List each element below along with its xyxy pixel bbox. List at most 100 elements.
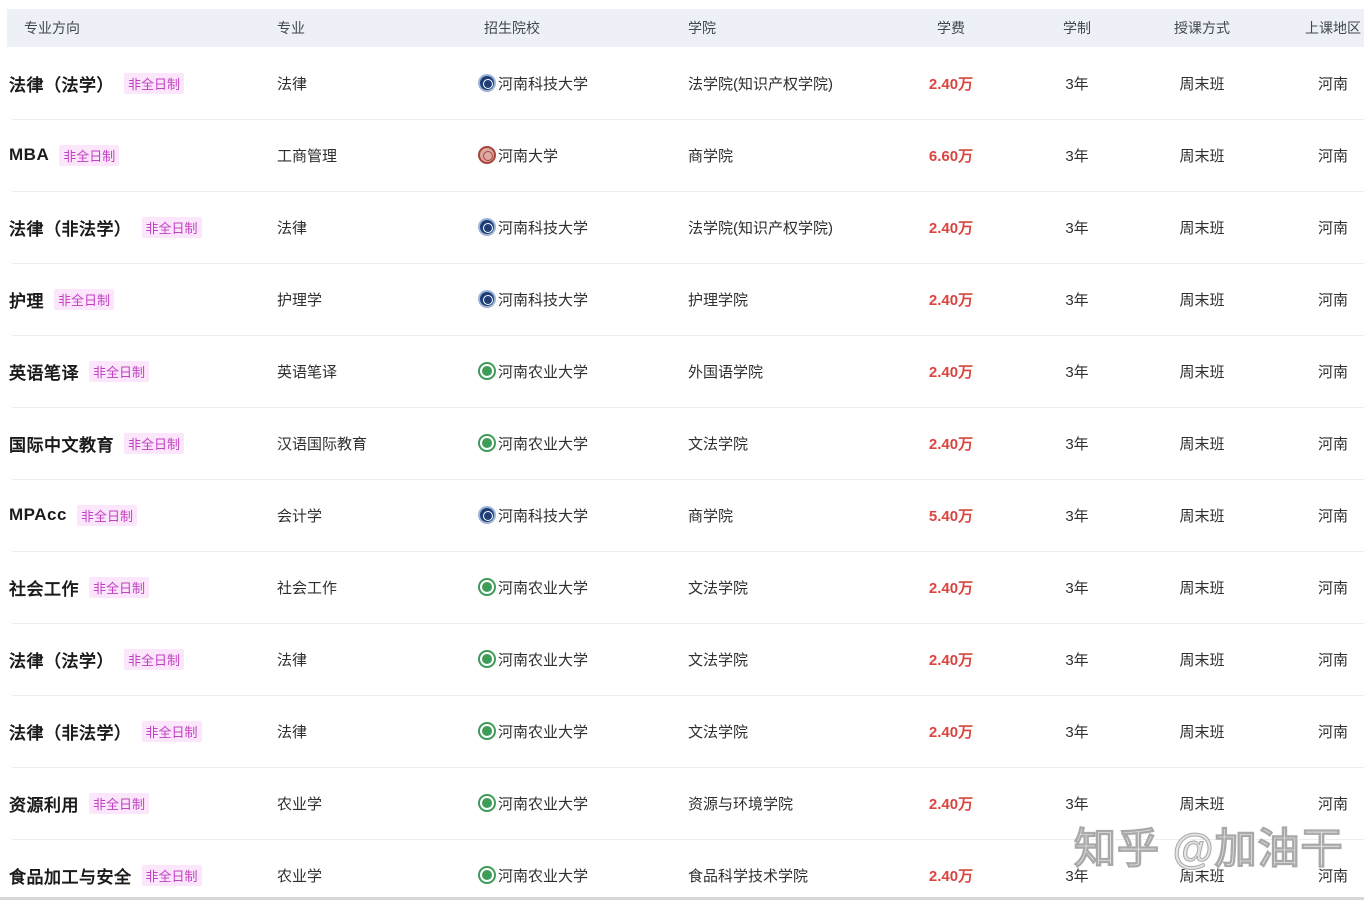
program-direction[interactable]: 社会工作 <box>9 579 79 599</box>
college-cell: 护理学院 <box>688 291 749 309</box>
university-logo-icon <box>478 434 496 452</box>
college-cell: 法学院(知识产权学院) <box>688 75 833 93</box>
college-cell: 外国语学院 <box>688 363 764 381</box>
major-cell: 汉语国际教育 <box>277 435 368 453</box>
column-header-mode: 授课方式 <box>1174 20 1230 36</box>
table-row[interactable]: 英语笔译 非全日制 英语笔译 河南农业大学 外国语学院 2.40万 3年 周末班… <box>0 335 1364 407</box>
school-cell[interactable]: 河南农业大学 <box>478 433 688 454</box>
school-name[interactable]: 河南农业大学 <box>498 363 589 381</box>
region-cell: 河南 <box>1317 435 1348 453</box>
program-direction[interactable]: 法律（法学） <box>9 75 114 95</box>
school-name[interactable]: 河南农业大学 <box>498 579 589 597</box>
major-cell: 工商管理 <box>277 147 338 165</box>
program-direction[interactable]: 国际中文教育 <box>9 435 114 455</box>
direction-cell: MPAcc 非全日制 <box>0 504 277 526</box>
school-name[interactable]: 河南农业大学 <box>498 867 589 885</box>
major-cell: 法律 <box>277 723 308 741</box>
direction-cell: 国际中文教育 非全日制 <box>0 431 277 456</box>
school-name[interactable]: 河南大学 <box>498 147 559 165</box>
table-row[interactable]: MBA 非全日制 工商管理 河南大学 商学院 6.60万 3年 周末班 河南 <box>0 119 1364 191</box>
school-name[interactable]: 河南科技大学 <box>498 507 589 525</box>
teaching-mode-cell: 周末班 <box>1179 219 1225 237</box>
study-mode-badge: 非全日制 <box>59 144 120 166</box>
program-direction[interactable]: 英语笔译 <box>9 363 79 383</box>
university-logo-icon <box>478 722 496 740</box>
table-row[interactable]: 资源利用 非全日制 农业学 河南农业大学 资源与环境学院 2.40万 3年 周末… <box>0 767 1364 839</box>
school-cell[interactable]: 河南农业大学 <box>478 865 688 886</box>
region-cell: 河南 <box>1317 219 1348 237</box>
school-name[interactable]: 河南科技大学 <box>498 291 589 309</box>
duration-cell: 3年 <box>1065 867 1089 885</box>
program-direction[interactable]: MBA <box>9 145 50 164</box>
column-header-region: 上课地区 <box>1305 20 1361 36</box>
table-row[interactable]: 法律（法学） 非全日制 法律 河南农业大学 文法学院 2.40万 3年 周末班 … <box>0 623 1364 695</box>
college-cell: 法学院(知识产权学院) <box>688 219 833 237</box>
school-cell[interactable]: 河南农业大学 <box>478 793 688 814</box>
duration-cell: 3年 <box>1065 147 1089 165</box>
direction-cell: 资源利用 非全日制 <box>0 791 277 816</box>
table-row[interactable]: 护理 非全日制 护理学 河南科技大学 护理学院 2.40万 3年 周末班 河南 <box>0 263 1364 335</box>
duration-cell: 3年 <box>1065 507 1089 525</box>
school-cell[interactable]: 河南大学 <box>478 145 688 166</box>
school-name[interactable]: 河南科技大学 <box>498 75 589 93</box>
study-mode-badge: 非全日制 <box>124 648 185 670</box>
duration-cell: 3年 <box>1065 651 1089 669</box>
column-header-major: 专业 <box>277 20 305 36</box>
table-row[interactable]: 法律（法学） 非全日制 法律 河南科技大学 法学院(知识产权学院) 2.40万 … <box>0 47 1364 119</box>
university-logo-icon <box>478 146 496 164</box>
region-cell: 河南 <box>1317 291 1348 309</box>
direction-cell: 法律（法学） 非全日制 <box>0 647 277 672</box>
direction-cell: 法律（非法学） 非全日制 <box>0 215 277 240</box>
table-row[interactable]: 国际中文教育 非全日制 汉语国际教育 河南农业大学 文法学院 2.40万 3年 … <box>0 407 1364 479</box>
table-row[interactable]: 食品加工与安全 非全日制 农业学 河南农业大学 食品科学技术学院 2.40万 3… <box>0 839 1364 911</box>
teaching-mode-cell: 周末班 <box>1179 291 1225 309</box>
column-header-school: 招生院校 <box>484 20 540 36</box>
major-cell: 法律 <box>277 219 308 237</box>
school-cell[interactable]: 河南科技大学 <box>478 289 688 310</box>
school-cell[interactable]: 河南农业大学 <box>478 361 688 382</box>
college-cell: 商学院 <box>688 507 734 525</box>
teaching-mode-cell: 周末班 <box>1179 795 1225 813</box>
study-mode-badge: 非全日制 <box>124 432 185 454</box>
school-name[interactable]: 河南农业大学 <box>498 651 589 669</box>
school-name[interactable]: 河南农业大学 <box>498 723 589 741</box>
study-mode-badge: 非全日制 <box>89 360 150 382</box>
study-mode-badge: 非全日制 <box>141 864 202 886</box>
program-direction[interactable]: 法律（法学） <box>9 651 114 671</box>
major-cell: 护理学 <box>277 291 323 309</box>
region-cell: 河南 <box>1317 147 1348 165</box>
university-logo-icon <box>478 218 496 236</box>
school-cell[interactable]: 河南科技大学 <box>478 505 688 526</box>
school-name[interactable]: 河南科技大学 <box>498 219 589 237</box>
school-cell[interactable]: 河南科技大学 <box>478 217 688 238</box>
university-logo-icon <box>478 794 496 812</box>
school-cell[interactable]: 河南农业大学 <box>478 577 688 598</box>
table-row[interactable]: MPAcc 非全日制 会计学 河南科技大学 商学院 5.40万 3年 周末班 河… <box>0 479 1364 551</box>
university-logo-icon <box>478 506 496 524</box>
table-row[interactable]: 社会工作 非全日制 社会工作 河南农业大学 文法学院 2.40万 3年 周末班 … <box>0 551 1364 623</box>
table-row[interactable]: 法律（非法学） 非全日制 法律 河南科技大学 法学院(知识产权学院) 2.40万… <box>0 191 1364 263</box>
program-direction[interactable]: 法律（非法学） <box>9 219 132 239</box>
direction-cell: 社会工作 非全日制 <box>0 575 277 600</box>
program-table-body: 法律（法学） 非全日制 法律 河南科技大学 法学院(知识产权学院) 2.40万 … <box>0 47 1364 911</box>
teaching-mode-cell: 周末班 <box>1179 867 1225 885</box>
duration-cell: 3年 <box>1065 435 1089 453</box>
program-direction[interactable]: 资源利用 <box>9 795 79 815</box>
teaching-mode-cell: 周末班 <box>1179 435 1225 453</box>
study-mode-badge: 非全日制 <box>89 576 150 598</box>
school-name[interactable]: 河南农业大学 <box>498 795 589 813</box>
direction-cell: 法律（非法学） 非全日制 <box>0 719 277 744</box>
teaching-mode-cell: 周末班 <box>1179 579 1225 597</box>
program-direction[interactable]: 法律（非法学） <box>9 723 132 743</box>
tuition-cell: 2.40万 <box>928 291 974 309</box>
tuition-cell: 2.40万 <box>928 723 974 741</box>
table-row[interactable]: 法律（非法学） 非全日制 法律 河南农业大学 文法学院 2.40万 3年 周末班… <box>0 695 1364 767</box>
duration-cell: 3年 <box>1065 75 1089 93</box>
program-direction[interactable]: MPAcc <box>9 505 67 524</box>
school-cell[interactable]: 河南科技大学 <box>478 73 688 94</box>
school-cell[interactable]: 河南农业大学 <box>478 721 688 742</box>
school-cell[interactable]: 河南农业大学 <box>478 649 688 670</box>
school-name[interactable]: 河南农业大学 <box>498 435 589 453</box>
program-direction[interactable]: 食品加工与安全 <box>9 867 132 887</box>
program-direction[interactable]: 护理 <box>9 291 44 311</box>
